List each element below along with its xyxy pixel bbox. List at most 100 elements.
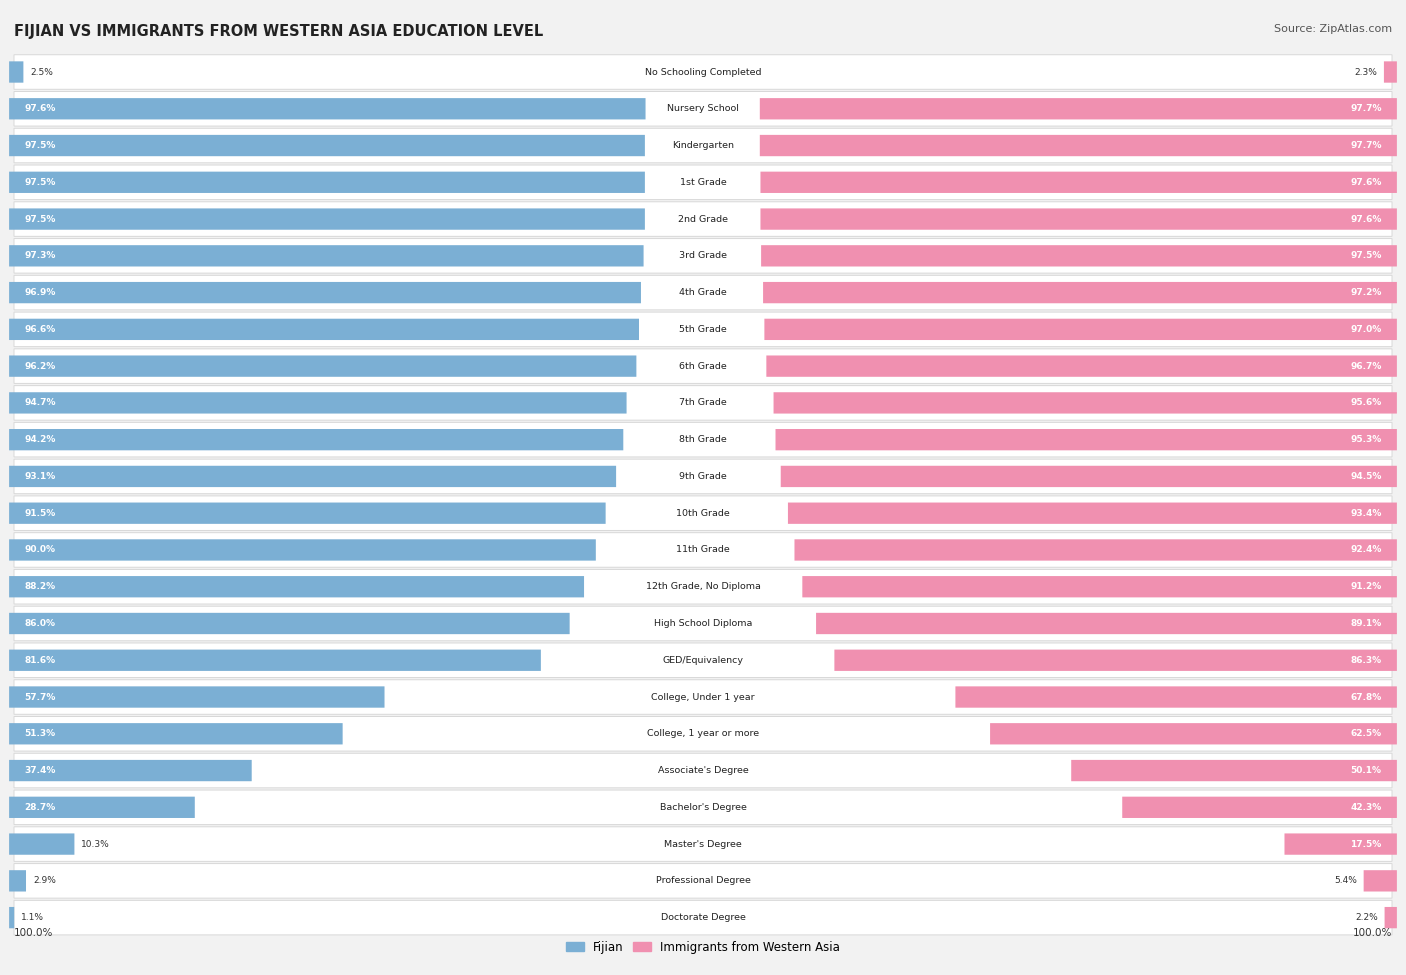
FancyBboxPatch shape — [8, 319, 638, 340]
FancyBboxPatch shape — [8, 907, 14, 928]
FancyBboxPatch shape — [8, 98, 645, 119]
FancyBboxPatch shape — [14, 717, 1392, 751]
Text: 17.5%: 17.5% — [1350, 839, 1382, 848]
FancyBboxPatch shape — [14, 129, 1392, 163]
Text: Source: ZipAtlas.com: Source: ZipAtlas.com — [1274, 24, 1392, 34]
Text: 96.2%: 96.2% — [24, 362, 56, 371]
Text: 100.0%: 100.0% — [1353, 928, 1392, 938]
FancyBboxPatch shape — [765, 319, 1398, 340]
Text: Master's Degree: Master's Degree — [664, 839, 742, 848]
Text: 5.4%: 5.4% — [1334, 877, 1357, 885]
Text: 100.0%: 100.0% — [14, 928, 53, 938]
Text: 57.7%: 57.7% — [24, 692, 56, 702]
FancyBboxPatch shape — [956, 686, 1398, 708]
Text: 97.6%: 97.6% — [24, 104, 56, 113]
FancyBboxPatch shape — [1071, 760, 1398, 781]
Text: 97.5%: 97.5% — [1350, 252, 1382, 260]
Text: 97.6%: 97.6% — [1350, 177, 1382, 187]
FancyBboxPatch shape — [776, 429, 1398, 450]
FancyBboxPatch shape — [8, 392, 627, 413]
FancyBboxPatch shape — [14, 165, 1392, 200]
FancyBboxPatch shape — [8, 502, 606, 524]
Text: 12th Grade, No Diploma: 12th Grade, No Diploma — [645, 582, 761, 591]
FancyBboxPatch shape — [8, 429, 623, 450]
Text: College, Under 1 year: College, Under 1 year — [651, 692, 755, 702]
FancyBboxPatch shape — [766, 356, 1398, 376]
FancyBboxPatch shape — [14, 606, 1392, 641]
FancyBboxPatch shape — [8, 539, 596, 561]
FancyBboxPatch shape — [8, 576, 583, 598]
Text: 9th Grade: 9th Grade — [679, 472, 727, 481]
FancyBboxPatch shape — [763, 282, 1398, 303]
FancyBboxPatch shape — [14, 569, 1392, 604]
FancyBboxPatch shape — [14, 459, 1392, 493]
Text: 97.3%: 97.3% — [24, 252, 56, 260]
Text: 94.5%: 94.5% — [1350, 472, 1382, 481]
FancyBboxPatch shape — [759, 98, 1398, 119]
Text: 1st Grade: 1st Grade — [679, 177, 727, 187]
FancyBboxPatch shape — [8, 466, 616, 488]
FancyBboxPatch shape — [14, 312, 1392, 347]
FancyBboxPatch shape — [14, 827, 1392, 861]
Text: Kindergarten: Kindergarten — [672, 141, 734, 150]
Text: 3rd Grade: 3rd Grade — [679, 252, 727, 260]
Text: FIJIAN VS IMMIGRANTS FROM WESTERN ASIA EDUCATION LEVEL: FIJIAN VS IMMIGRANTS FROM WESTERN ASIA E… — [14, 24, 543, 39]
FancyBboxPatch shape — [14, 864, 1392, 898]
Text: 62.5%: 62.5% — [1350, 729, 1382, 738]
Text: 6th Grade: 6th Grade — [679, 362, 727, 371]
FancyBboxPatch shape — [14, 643, 1392, 678]
FancyBboxPatch shape — [761, 172, 1398, 193]
Text: 8th Grade: 8th Grade — [679, 435, 727, 445]
FancyBboxPatch shape — [14, 386, 1392, 420]
FancyBboxPatch shape — [14, 202, 1392, 236]
Text: 95.6%: 95.6% — [1350, 399, 1382, 408]
Text: 97.5%: 97.5% — [24, 177, 56, 187]
FancyBboxPatch shape — [759, 135, 1398, 156]
Text: 2.9%: 2.9% — [32, 877, 56, 885]
Text: 2.5%: 2.5% — [31, 67, 53, 76]
Text: 2.3%: 2.3% — [1354, 67, 1376, 76]
Text: 88.2%: 88.2% — [24, 582, 56, 591]
FancyBboxPatch shape — [8, 723, 343, 745]
Text: 97.7%: 97.7% — [1350, 104, 1382, 113]
Text: 97.5%: 97.5% — [24, 214, 56, 223]
Text: 2nd Grade: 2nd Grade — [678, 214, 728, 223]
Text: College, 1 year or more: College, 1 year or more — [647, 729, 759, 738]
FancyBboxPatch shape — [8, 282, 641, 303]
Text: Nursery School: Nursery School — [666, 104, 740, 113]
FancyBboxPatch shape — [8, 613, 569, 634]
Text: 97.0%: 97.0% — [1350, 325, 1382, 333]
FancyBboxPatch shape — [14, 239, 1392, 273]
Text: 91.5%: 91.5% — [24, 509, 56, 518]
FancyBboxPatch shape — [14, 55, 1392, 90]
Text: GED/Equivalency: GED/Equivalency — [662, 656, 744, 665]
Text: 7th Grade: 7th Grade — [679, 399, 727, 408]
FancyBboxPatch shape — [14, 92, 1392, 126]
Text: 5th Grade: 5th Grade — [679, 325, 727, 333]
FancyBboxPatch shape — [8, 209, 645, 230]
FancyBboxPatch shape — [8, 172, 645, 193]
FancyBboxPatch shape — [14, 754, 1392, 788]
FancyBboxPatch shape — [8, 649, 541, 671]
Text: 51.3%: 51.3% — [24, 729, 56, 738]
FancyBboxPatch shape — [761, 245, 1398, 266]
Text: 28.7%: 28.7% — [24, 802, 56, 812]
FancyBboxPatch shape — [787, 502, 1398, 524]
FancyBboxPatch shape — [1384, 61, 1398, 83]
Text: High School Diploma: High School Diploma — [654, 619, 752, 628]
FancyBboxPatch shape — [780, 466, 1398, 488]
Text: 10th Grade: 10th Grade — [676, 509, 730, 518]
Text: 95.3%: 95.3% — [1350, 435, 1382, 445]
FancyBboxPatch shape — [8, 797, 195, 818]
FancyBboxPatch shape — [14, 422, 1392, 457]
Text: 37.4%: 37.4% — [24, 766, 56, 775]
Text: 11th Grade: 11th Grade — [676, 545, 730, 555]
Text: 94.7%: 94.7% — [24, 399, 56, 408]
Text: 92.4%: 92.4% — [1350, 545, 1382, 555]
FancyBboxPatch shape — [773, 392, 1398, 413]
FancyBboxPatch shape — [8, 245, 644, 266]
Text: 90.0%: 90.0% — [24, 545, 55, 555]
Text: 97.7%: 97.7% — [1350, 141, 1382, 150]
Text: 96.6%: 96.6% — [24, 325, 56, 333]
FancyBboxPatch shape — [8, 61, 24, 83]
